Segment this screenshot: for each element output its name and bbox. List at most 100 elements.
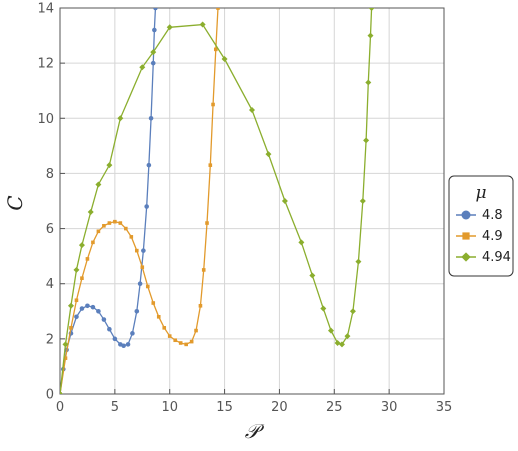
data-point [112,336,118,342]
series-line [60,8,219,394]
data-point [95,181,102,188]
data-point [118,221,123,225]
data-point [349,308,356,315]
data-point [367,32,374,39]
data-point [173,338,177,343]
data-point [125,342,131,347]
legend-items: 4.8 4.9 4.94 [456,208,511,265]
grid [59,7,445,395]
data-point [141,248,146,253]
data-point [205,221,209,225]
data-point [145,284,150,289]
data-point [60,391,63,394]
data-point [355,258,362,265]
data-point [121,343,126,349]
data-point [150,49,157,56]
data-point [73,266,80,273]
data-point [140,265,145,269]
legend-label: 4.9 [482,229,503,244]
x-tick-label: 25 [326,400,343,415]
data-point [338,341,345,348]
data-point [144,204,149,209]
data-point [74,314,79,320]
data-point [184,342,188,347]
data-point [249,107,255,114]
legend-label: 4.8 [482,208,503,223]
data-point [74,298,79,303]
data-point [151,301,156,305]
series-line [60,8,373,394]
data-point [150,60,156,66]
data-point [63,356,68,360]
data-point [130,331,135,336]
data-point [189,339,194,344]
series-4.8 [60,8,158,394]
x-tick-label: 20 [271,400,288,415]
legend-item-4.8[interactable]: 4.8 [456,208,503,223]
y-tick-label: 12 [37,57,54,72]
data-point [152,27,157,33]
data-point [102,224,106,228]
legend-marker [462,232,470,240]
legend-marker [461,210,471,220]
x-tick-label: 15 [216,400,233,415]
y-tick-label: 10 [37,112,54,127]
y-tick-label: 4 [46,277,54,292]
data-point [213,47,218,52]
data-point [328,327,334,334]
data-point [148,115,154,121]
y-tick-label: 0 [46,388,54,403]
data-point [90,304,96,310]
data-point [107,221,112,225]
data-point [106,162,113,169]
data-point [113,219,117,224]
legend[interactable]: μ 4.8 4.9 4.94 [448,175,514,277]
data-point [363,137,370,144]
data-point [107,326,112,332]
y-axis-title: C [3,195,27,210]
data-point [135,248,139,253]
x-tick-label: 30 [381,400,398,415]
data-point [201,268,206,272]
data-point [134,308,140,314]
legend-box [448,175,514,277]
data-point [365,79,372,86]
data-point [80,276,84,280]
data-point [146,162,152,168]
legend-item-4.94[interactable]: 4.94 [456,250,511,265]
y-tick-label: 8 [46,167,54,182]
plot-frame [59,7,445,395]
x-axis-title: 𝒫 [245,419,265,443]
data-point [87,209,94,216]
x-tick-label: 35 [436,400,453,415]
data-point [96,308,101,314]
data-point [178,341,183,345]
legend-title: μ [475,183,486,203]
data-point [156,315,161,319]
data-point [298,239,305,246]
data-point [265,151,272,158]
data-point [79,306,85,311]
x-tick-label: 10 [161,400,178,415]
data-point [334,340,341,346]
data-point [78,242,85,249]
data-point [198,303,203,308]
legend-item-4.9[interactable]: 4.9 [456,229,503,244]
data-point [117,115,124,122]
data-point [91,240,95,245]
data-point [208,163,213,167]
data-point [137,281,143,287]
x-axis: 0 5 10 15 20 25 30 35 [56,389,452,415]
data-point [320,305,327,312]
data-point [153,8,158,11]
data-point [62,341,69,348]
data-point [67,302,74,309]
series-4.94 [60,8,375,394]
y-tick-label: 6 [46,222,54,237]
data-point [166,24,173,31]
data-point [96,229,101,234]
data-point [281,198,288,204]
series-4.9 [60,8,220,394]
y-axis: 0 2 4 6 8 10 12 14 [37,2,65,403]
